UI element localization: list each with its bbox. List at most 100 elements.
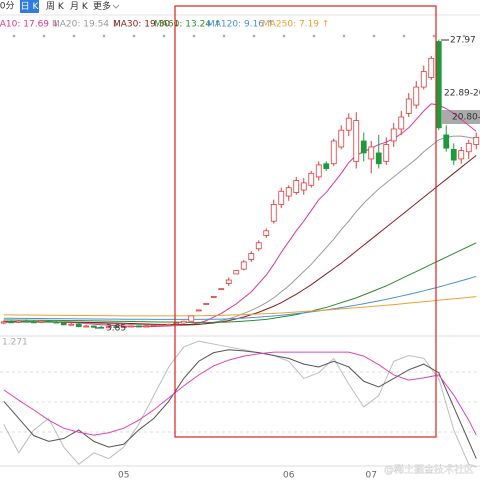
- candle-body: [218, 288, 225, 291]
- candle-body: [450, 148, 457, 161]
- x-tick-label: 05: [118, 471, 129, 480]
- candle-body: [458, 150, 465, 160]
- candle-body: [135, 325, 142, 328]
- candle-body: [143, 325, 150, 328]
- candle-body: [360, 140, 367, 154]
- candle-body: [240, 261, 247, 270]
- plot: MA10: 17.69 ↓MA20: 19.54 ↓MA30: 19.30 ↓M…: [0, 20, 480, 480]
- candle-body: [113, 326, 120, 329]
- event-dot: [102, 34, 106, 38]
- indicator-line: [3, 340, 477, 468]
- candle-body: [15, 320, 22, 323]
- ma-line: [3, 275, 477, 320]
- watermark: @稀土掘金技术社区: [384, 463, 474, 476]
- period-tab[interactable]: 60分: [0, 1, 14, 12]
- candle-body: [263, 230, 270, 236]
- event-dot: [192, 34, 196, 38]
- legend-entry: MA10: 17.69 ↓: [0, 20, 59, 30]
- event-dot: [282, 34, 286, 38]
- legend-entry: MA250: 7.19 ↑: [262, 20, 329, 30]
- indicator-line: [3, 351, 477, 436]
- legend-entry: MA120: 9.16 ↑: [207, 20, 274, 30]
- candle-body: [278, 190, 285, 205]
- candle-body: [105, 326, 112, 329]
- candle-body: [120, 326, 127, 329]
- legend-entry: MA60: 13.24 ↑: [154, 20, 221, 30]
- indicator-line: [3, 349, 477, 459]
- candle-body: [233, 270, 240, 275]
- candle-body: [188, 315, 195, 322]
- candle-body: [248, 253, 255, 260]
- candle-body: [203, 303, 210, 305]
- candle-body: [38, 320, 45, 323]
- candle-body: [368, 146, 375, 160]
- candle-body: [428, 57, 435, 78]
- candle-body: [345, 117, 352, 131]
- candle-body: [420, 71, 427, 88]
- candle-body: [473, 136, 480, 145]
- candle-body: [83, 325, 90, 328]
- event-dot: [72, 34, 76, 38]
- event-dot: [462, 34, 466, 38]
- event-dot: [342, 34, 346, 38]
- x-tick-label: 06: [283, 471, 295, 480]
- dropdown-caret: [112, 4, 120, 9]
- candle-body: [98, 326, 105, 329]
- candle-body: [68, 323, 75, 326]
- candle-body: [413, 86, 420, 106]
- active-tab-bg: [20, 0, 39, 13]
- candle-body: [90, 325, 97, 328]
- high-label: 27.97: [450, 36, 476, 46]
- candle-body: [390, 128, 397, 142]
- tab[interactable]: 周 K: [46, 1, 65, 12]
- candle-body: [338, 129, 345, 148]
- tab[interactable]: 月 K: [70, 1, 89, 12]
- candle-body: [75, 323, 82, 328]
- candle-body: [315, 164, 322, 178]
- candle-body: [465, 142, 472, 153]
- candle-body: [353, 120, 360, 162]
- candle-body: [45, 320, 52, 323]
- candle-body: [270, 204, 277, 222]
- tab[interactable]: 日 K: [21, 1, 40, 12]
- annotation: 20.80-20.: [452, 113, 480, 123]
- event-dots: [12, 34, 466, 38]
- candle-body: [0, 321, 7, 324]
- candle-body: [128, 325, 135, 328]
- candle-body: [293, 180, 300, 193]
- candle-body: [195, 309, 202, 312]
- candle-body: [53, 321, 60, 324]
- legend-entry: MA30: 19.30 ↓: [113, 20, 180, 30]
- candle-body: [60, 322, 67, 326]
- low-label: 3.85: [106, 324, 126, 334]
- candle-body: [8, 321, 15, 324]
- candle-body: [300, 182, 307, 191]
- candle-body: [158, 324, 165, 327]
- event-dot: [432, 34, 436, 38]
- candle-body: [210, 296, 217, 298]
- candle-body: [398, 116, 405, 130]
- event-dot: [222, 34, 226, 38]
- x-tick-label: 07: [366, 471, 377, 480]
- y-tick-label: 1.271: [2, 338, 28, 348]
- event-dot: [252, 34, 256, 38]
- candle-body: [443, 134, 450, 149]
- tab[interactable]: 更多: [93, 0, 111, 12]
- candle-body: [383, 144, 390, 162]
- candle-body: [330, 140, 337, 165]
- candle-body: [405, 98, 412, 114]
- candle-body: [308, 172, 315, 186]
- candle-body: [435, 41, 442, 129]
- event-dot: [402, 34, 406, 38]
- highlight-box: [174, 5, 437, 438]
- event-dot: [372, 34, 376, 38]
- event-dot: [42, 34, 46, 38]
- candle-body: [285, 187, 292, 197]
- candle-body: [375, 152, 382, 165]
- ma-line: [3, 242, 477, 323]
- annotation: 22.89-20.6: [444, 89, 480, 99]
- annotation-box: [442, 110, 480, 124]
